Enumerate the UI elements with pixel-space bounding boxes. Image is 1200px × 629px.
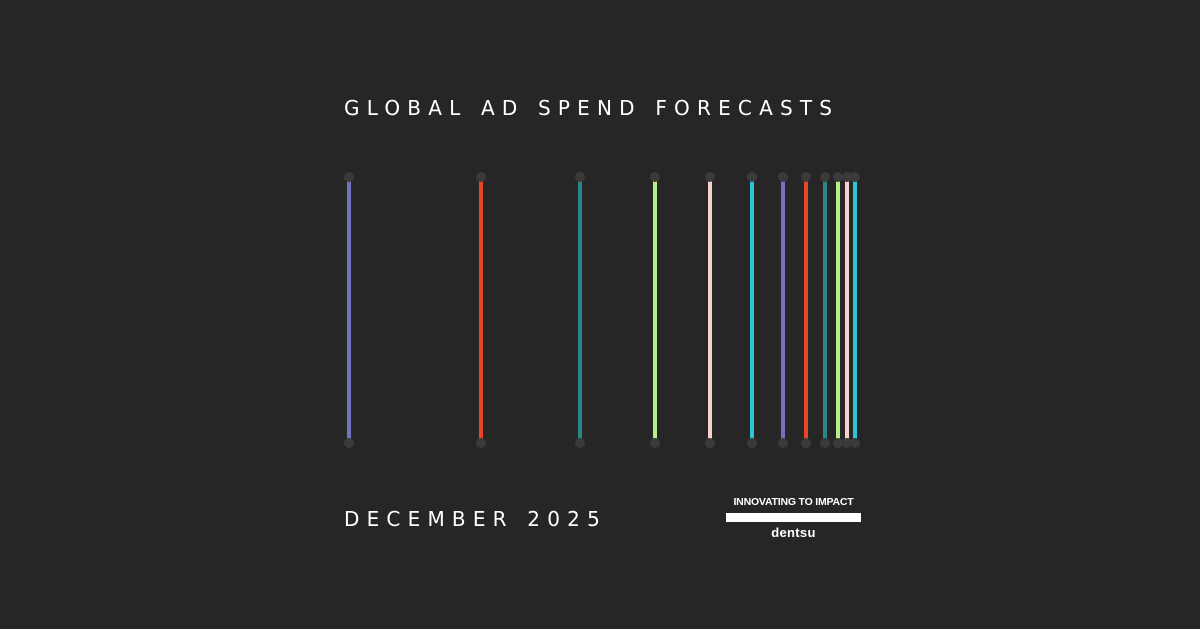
stripe (705, 172, 715, 448)
stripe (344, 172, 354, 448)
date-label: DECEMBER 2025 (344, 507, 608, 531)
stripe-dot (842, 172, 852, 182)
stripe (650, 172, 660, 448)
stripe (476, 172, 486, 448)
stripe-dot (747, 438, 757, 448)
stripe (575, 172, 585, 448)
stripe-dot (705, 438, 715, 448)
logo-brand: dentsu (771, 525, 816, 540)
stripe-dot (476, 172, 486, 182)
page-title: GLOBAL AD SPEND FORECASTS (344, 96, 840, 120)
stripe-dot (705, 172, 715, 182)
stripe-dot (778, 438, 788, 448)
stripe (820, 172, 830, 448)
stripe (801, 172, 811, 448)
stripe-dot (850, 438, 860, 448)
logo-bar (726, 513, 861, 522)
stripe-dot (575, 172, 585, 182)
stripe-dot (820, 172, 830, 182)
stripe-dot (650, 438, 660, 448)
dentsu-logo: INNOVATING TO IMPACT dentsu (726, 496, 861, 540)
stripe (842, 172, 852, 448)
stripe-dot (842, 438, 852, 448)
stripe-dot (344, 172, 354, 182)
stripe-dot (575, 438, 585, 448)
stripe-dot (650, 172, 660, 182)
stripe-dot (747, 172, 757, 182)
stripe-dot (850, 172, 860, 182)
stripe-dot (476, 438, 486, 448)
stripe (778, 172, 788, 448)
stripe-dot (833, 438, 843, 448)
stripe-dot (801, 172, 811, 182)
stripe (833, 172, 843, 448)
stripe (747, 172, 757, 448)
stripe-dot (344, 438, 354, 448)
stripe-dot (778, 172, 788, 182)
stripe (850, 172, 860, 448)
stripe-dot (833, 172, 843, 182)
stripe-dot (820, 438, 830, 448)
logo-tagline: INNOVATING TO IMPACT (733, 496, 854, 508)
stripe-dot (801, 438, 811, 448)
